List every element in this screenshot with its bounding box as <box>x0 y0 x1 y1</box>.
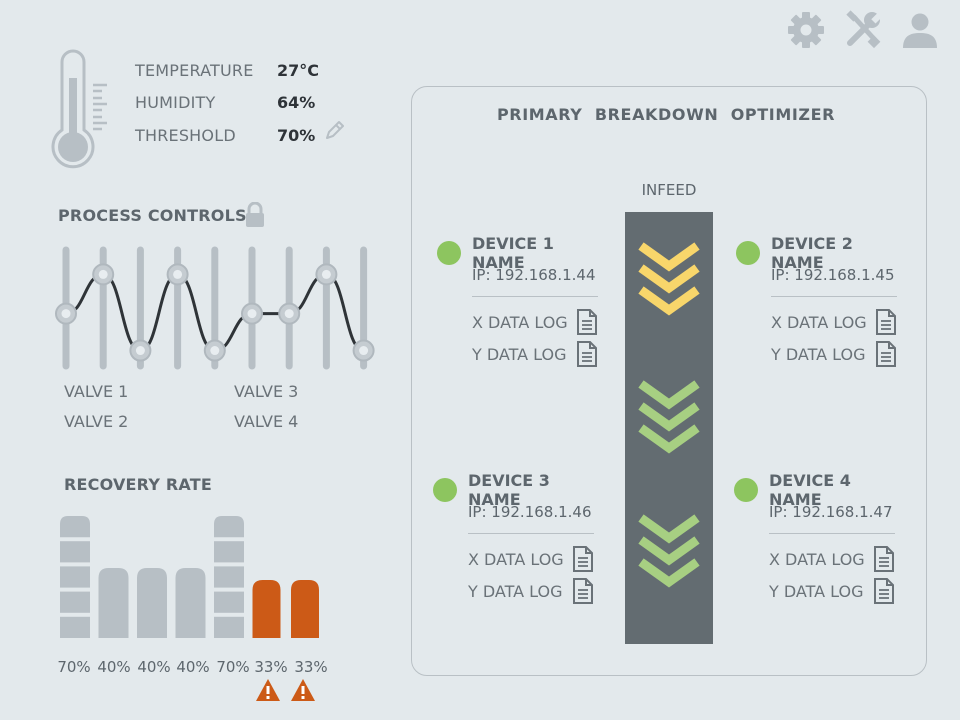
device-name: DEVICE 3 NAME <box>468 471 550 509</box>
document-icon <box>875 341 897 367</box>
optimizer-title: PRIMARY BREAKDOWN OPTIMIZER <box>496 105 836 124</box>
valve-slider-knob[interactable] <box>129 339 152 362</box>
recovery-value: 70% <box>216 658 250 676</box>
infeed-conveyor <box>625 212 713 644</box>
tools-icon[interactable] <box>842 10 883 50</box>
lock-icon[interactable] <box>244 201 266 228</box>
valve-slider-knob[interactable] <box>203 339 226 362</box>
document-icon <box>576 341 598 367</box>
valve-slider-knob[interactable] <box>241 302 263 325</box>
log-label: Y DATA LOG <box>771 344 866 364</box>
log-label: Y DATA LOG <box>769 581 864 601</box>
recovery-rate-title: RECOVERY RATE <box>64 475 212 494</box>
valve-label: VALVE 4 <box>234 412 299 431</box>
log-label: X DATA LOG <box>771 312 867 332</box>
recovery-value: 33% <box>294 658 328 676</box>
log-label: X DATA LOG <box>468 549 564 569</box>
divider <box>468 533 594 534</box>
document-icon <box>873 578 895 604</box>
valve-label: VALVE 2 <box>64 412 129 431</box>
env-label: TEMPERATURE <box>135 60 254 80</box>
device-name: DEVICE 2 NAME <box>771 234 853 272</box>
valve-sliders <box>55 246 375 370</box>
y-data-log-link[interactable]: Y DATA LOG <box>433 578 603 604</box>
device-name: DEVICE 1 NAME <box>472 234 554 272</box>
env-label: HUMIDITY <box>135 92 216 112</box>
valve-slider-knob[interactable] <box>278 302 301 325</box>
env-row-humidity: HUMIDITY 64% <box>135 90 315 114</box>
recovery-value: 40% <box>176 658 210 676</box>
optimizer-panel <box>411 86 927 676</box>
document-icon <box>875 309 897 335</box>
recovery-bar <box>98 568 129 638</box>
recovery-bar <box>291 580 319 638</box>
recovery-value: 33% <box>254 658 288 676</box>
valve-slider-knob[interactable] <box>166 263 189 286</box>
recovery-bar <box>137 568 167 638</box>
log-label: X DATA LOG <box>472 312 568 332</box>
recovery-bars <box>60 516 319 638</box>
document-icon <box>576 309 598 335</box>
log-label: Y DATA LOG <box>468 581 563 601</box>
log-label: Y DATA LOG <box>472 344 567 364</box>
status-dot <box>734 478 758 502</box>
recovery-value: 40% <box>137 658 171 676</box>
log-label: X DATA LOG <box>769 549 865 569</box>
x-data-log-link[interactable]: X DATA LOG <box>437 309 607 335</box>
env-value: 27°C <box>277 60 320 80</box>
divider <box>472 296 598 297</box>
recovery-bar <box>214 516 244 638</box>
device-card-4: DEVICE 4 NAME IP: 192.168.1.47 X DATA LO… <box>734 471 904 604</box>
document-icon <box>572 546 594 572</box>
gear-icon[interactable] <box>786 10 826 50</box>
document-icon <box>873 546 895 572</box>
y-data-log-link[interactable]: Y DATA LOG <box>437 341 607 367</box>
env-value: 64% <box>277 92 316 112</box>
pencil-icon[interactable] <box>323 120 345 142</box>
device-card-3: DEVICE 3 NAME IP: 192.168.1.46 X DATA LO… <box>433 471 603 604</box>
status-dot <box>437 241 461 265</box>
y-data-log-link[interactable]: Y DATA LOG <box>736 341 906 367</box>
recovery-bar <box>175 568 206 638</box>
status-dot <box>736 241 760 265</box>
recovery-value: 40% <box>97 658 131 676</box>
valve-slider-knob[interactable] <box>315 263 338 286</box>
x-data-log-link[interactable]: X DATA LOG <box>433 546 603 572</box>
valve-slider-knob[interactable] <box>352 339 375 362</box>
warning-icon <box>255 678 281 702</box>
valve-slider-knob[interactable] <box>55 302 77 325</box>
valve-slider-knob[interactable] <box>92 263 115 286</box>
recovery-bar <box>60 516 90 638</box>
process-controls-title: PROCESS CONTROLS <box>58 206 247 225</box>
thermometer-icon <box>50 48 112 172</box>
valve-label: VALVE 1 <box>64 382 129 401</box>
warning-icon <box>290 678 316 702</box>
env-value: 70% <box>277 125 316 145</box>
user-icon[interactable] <box>900 10 940 50</box>
status-dot <box>433 478 457 502</box>
recovery-value: 70% <box>57 658 91 676</box>
device-ip: IP: 192.168.1.46 <box>468 503 592 521</box>
x-data-log-link[interactable]: X DATA LOG <box>734 546 904 572</box>
device-ip: IP: 192.168.1.45 <box>771 266 895 284</box>
y-data-log-link[interactable]: Y DATA LOG <box>734 578 904 604</box>
device-name: DEVICE 4 NAME <box>769 471 851 509</box>
env-label: THRESHOLD <box>135 125 236 145</box>
device-ip: IP: 192.168.1.47 <box>769 503 893 521</box>
device-card-2: DEVICE 2 NAME IP: 192.168.1.45 X DATA LO… <box>736 234 906 367</box>
recovery-bar <box>252 580 281 638</box>
infeed-label: INFEED <box>641 181 697 199</box>
env-row-temperature: TEMPERATURE 27°C <box>135 58 319 82</box>
x-data-log-link[interactable]: X DATA LOG <box>736 309 906 335</box>
document-icon <box>572 578 594 604</box>
divider <box>771 296 897 297</box>
env-row-threshold: THRESHOLD 70% <box>135 123 315 147</box>
valve-label: VALVE 3 <box>234 382 299 401</box>
device-card-1: DEVICE 1 NAME IP: 192.168.1.44 X DATA LO… <box>437 234 607 367</box>
divider <box>769 533 895 534</box>
device-ip: IP: 192.168.1.44 <box>472 266 596 284</box>
